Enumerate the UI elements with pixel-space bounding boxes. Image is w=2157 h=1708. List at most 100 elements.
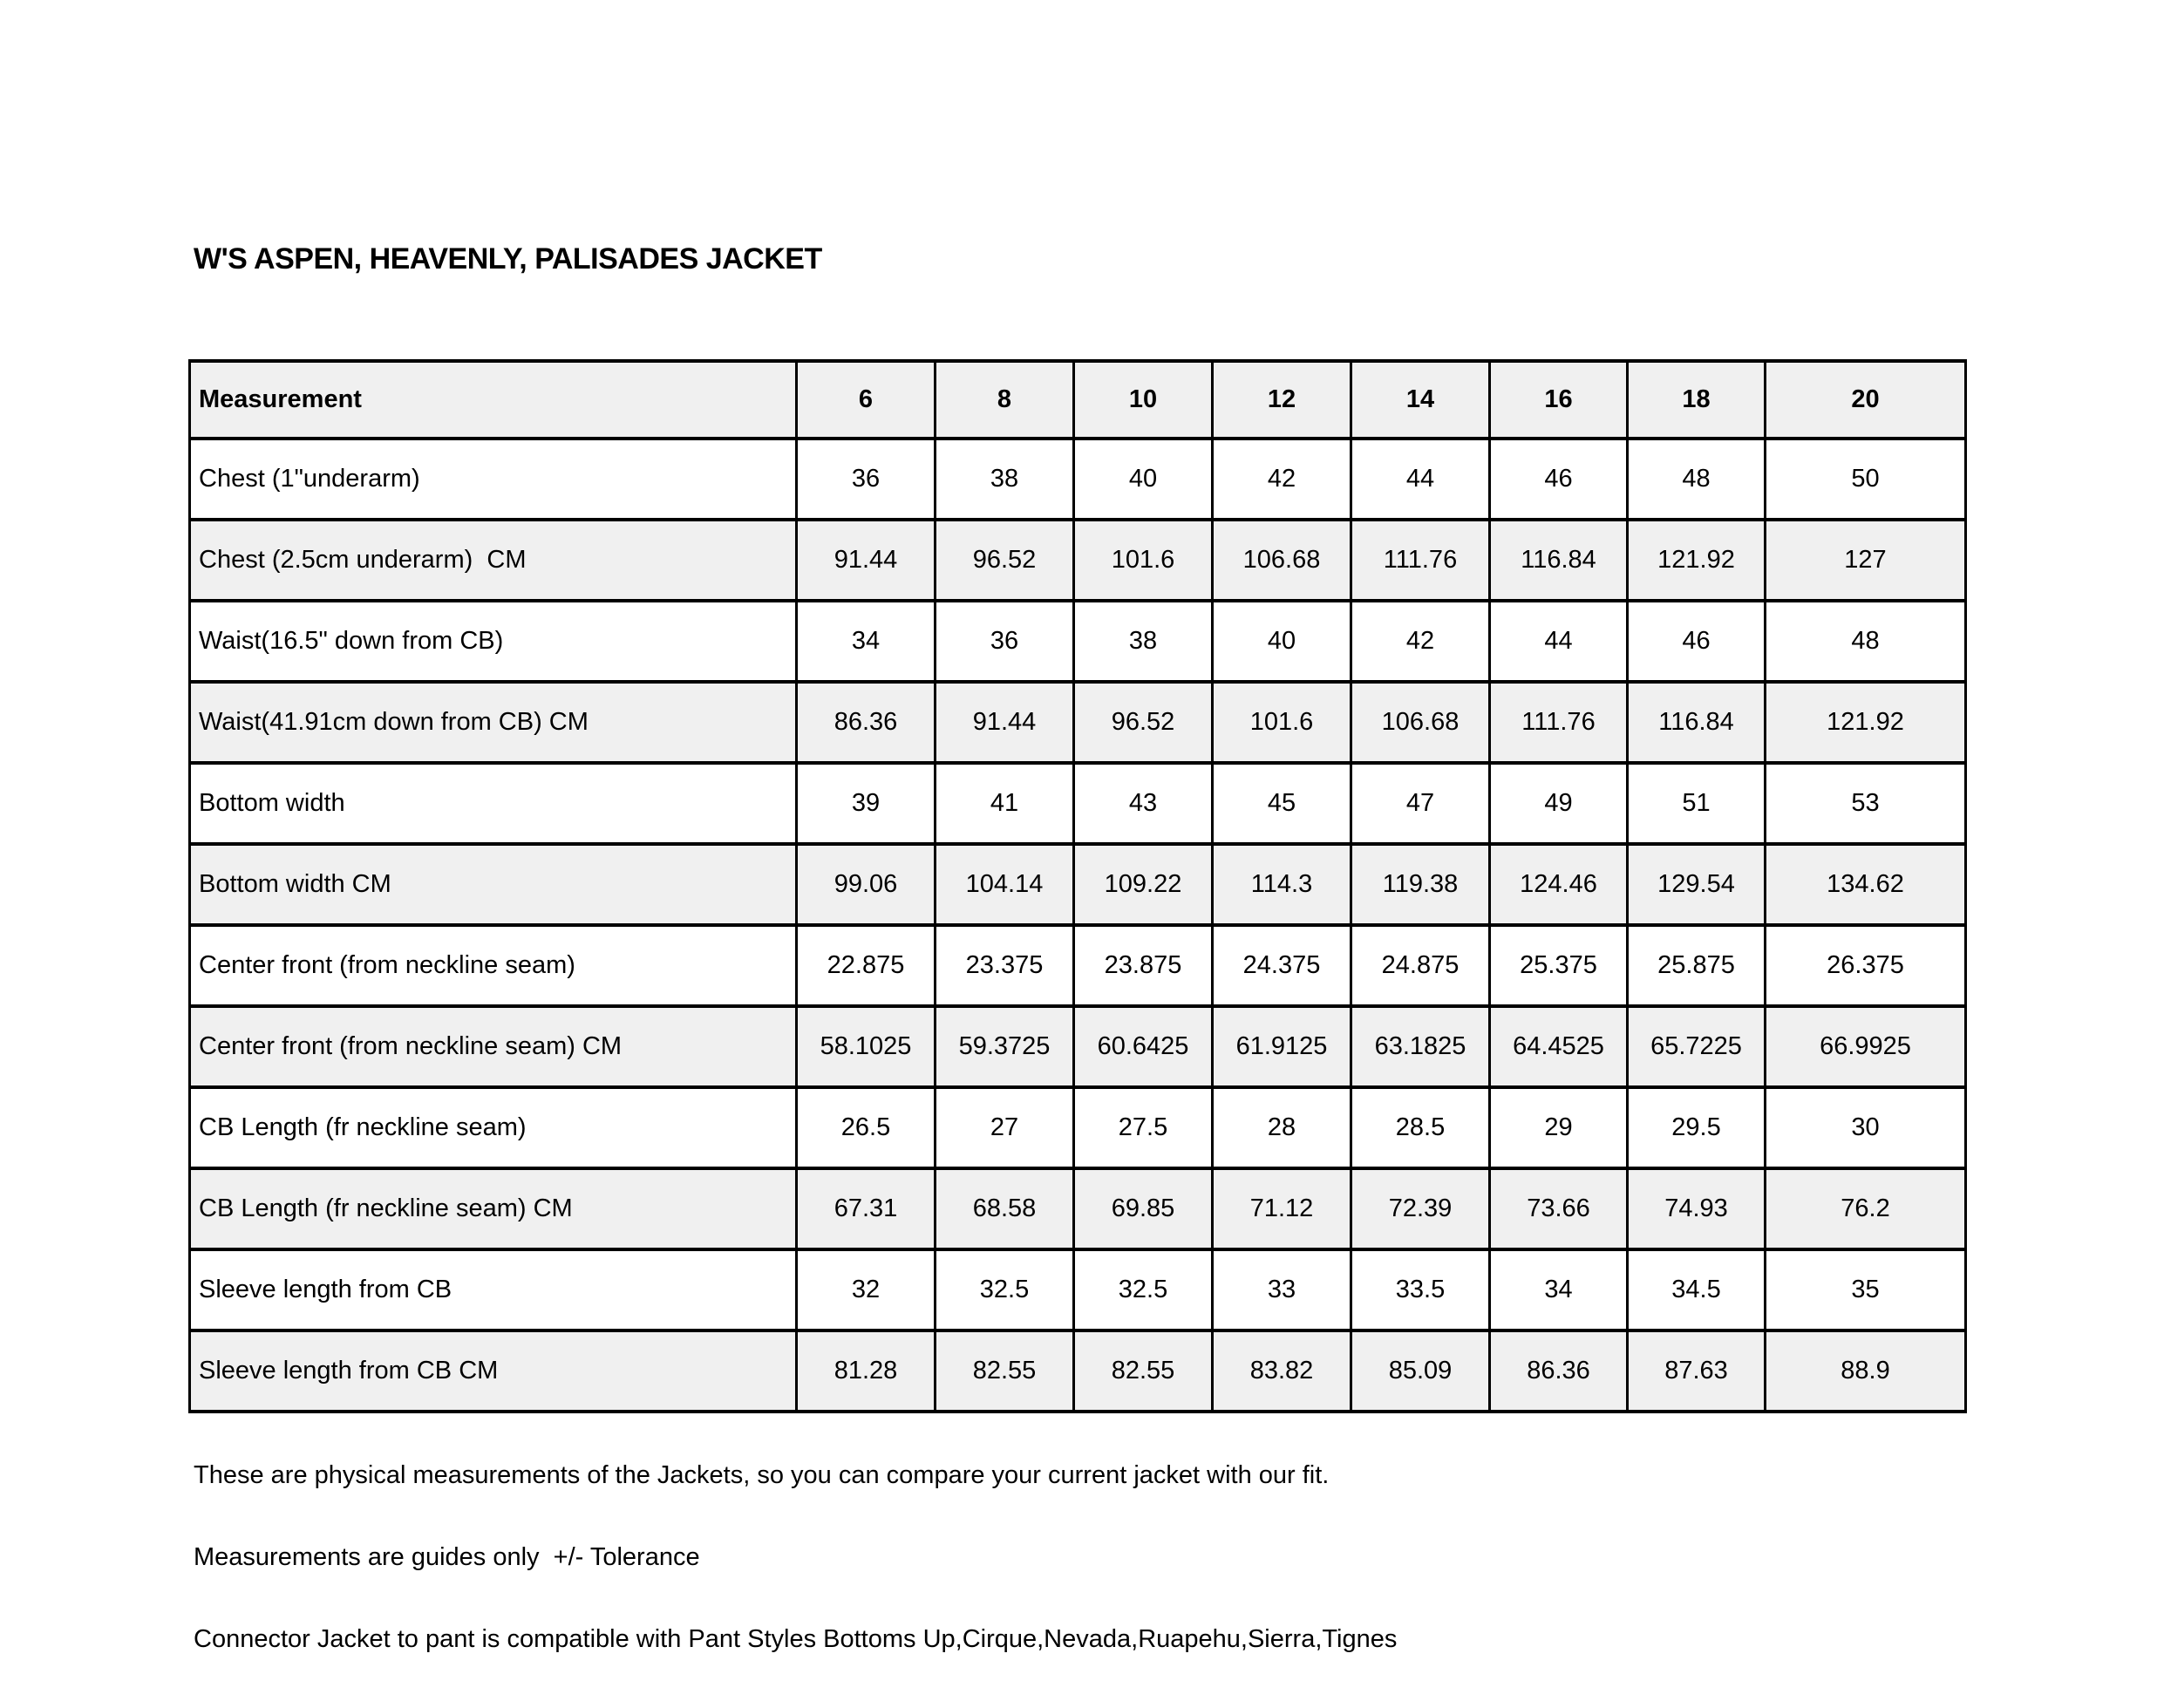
measurement-cell: 91.44	[795, 518, 936, 602]
measurement-cell: 34	[795, 599, 936, 684]
measurement-cell: 114.3	[1211, 842, 1352, 927]
measurement-cell: 63.1825	[1350, 1004, 1491, 1089]
measurement-cell: 48	[1626, 437, 1766, 521]
table-body: Chest (1"underarm) 36 38 40 42 44 46 48 50 Chest …	[188, 437, 1967, 1413]
measurement-cell: 28	[1211, 1085, 1352, 1170]
measurement-cell: 61.9125	[1211, 1004, 1352, 1089]
measurement-cell: 81.28	[795, 1329, 936, 1413]
measurement-cell: 47	[1350, 761, 1491, 846]
measurement-cell: 101.6	[1072, 518, 1214, 602]
row-label: Waist(41.91cm down from CB) CM	[188, 680, 798, 765]
page-title: W'S ASPEN, HEAVENLY, PALISADES JACKET	[194, 242, 822, 276]
measurement-cell: 86.36	[795, 680, 936, 765]
measurement-cell: 35	[1764, 1248, 1967, 1332]
measurement-cell: 42	[1350, 599, 1491, 684]
measurement-cell: 124.46	[1488, 842, 1629, 927]
measurement-cell: 73.66	[1488, 1167, 1629, 1251]
table-row: Center front (from neckline seam) CM 58.1…	[188, 1004, 1967, 1089]
measurement-cell: 45	[1211, 761, 1352, 846]
measurement-cell: 65.7225	[1626, 1004, 1766, 1089]
measurement-cell: 38	[1072, 599, 1214, 684]
measurement-cell: 25.875	[1626, 923, 1766, 1008]
measurement-cell: 40	[1211, 599, 1352, 684]
measurement-cell: 38	[934, 437, 1075, 521]
measurement-cell: 127	[1764, 518, 1967, 602]
measurement-cell: 32	[795, 1248, 936, 1332]
measurement-cell: 69.85	[1072, 1167, 1214, 1251]
measurement-cell: 64.4525	[1488, 1004, 1629, 1089]
table-row: Bottom width CM 99.06 104.14 109.22 114.3 119…	[188, 842, 1967, 927]
measurement-cell: 36	[795, 437, 936, 521]
measurement-cell: 33.5	[1350, 1248, 1491, 1332]
measurement-cell: 41	[934, 761, 1075, 846]
measurement-cell: 116.84	[1626, 680, 1766, 765]
row-label: Chest (2.5cm underarm) CM	[188, 518, 798, 602]
table-row: Bottom width 39 41 43 45 47 49 51 53	[188, 761, 1967, 846]
row-label: Center front (from neckline seam)	[188, 923, 798, 1008]
row-label: Waist(16.5" down from CB)	[188, 599, 798, 684]
table-row: Waist(16.5" down from CB) 34 36 38 40 42 44 46 4…	[188, 599, 1967, 684]
row-label: CB Length (fr neckline seam) CM	[188, 1167, 798, 1251]
measurement-cell: 58.1025	[795, 1004, 936, 1089]
measurement-cell: 34	[1488, 1248, 1629, 1332]
row-label: Center front (from neckline seam) CM	[188, 1004, 798, 1089]
measurement-cell: 59.3725	[934, 1004, 1075, 1089]
measurement-cell: 39	[795, 761, 936, 846]
table-row: Chest (1"underarm) 36 38 40 42 44 46 48 50	[188, 437, 1967, 521]
measurement-cell: 121.92	[1764, 680, 1967, 765]
measurement-cell: 121.92	[1626, 518, 1766, 602]
row-label: CB Length (fr neckline seam)	[188, 1085, 798, 1170]
measurement-cell: 111.76	[1488, 680, 1629, 765]
measurement-cell: 88.9	[1764, 1329, 1967, 1413]
measurement-cell: 129.54	[1626, 842, 1766, 927]
measurement-cell: 46	[1488, 437, 1629, 521]
measurement-cell: 32.5	[934, 1248, 1075, 1332]
measurement-cell: 66.9925	[1764, 1004, 1967, 1089]
column-header-size-14: 14	[1350, 359, 1491, 440]
measurement-cell: 87.63	[1626, 1329, 1766, 1413]
measurement-cell: 30	[1764, 1085, 1967, 1170]
measurement-cell: 53	[1764, 761, 1967, 846]
table-row: Sleeve length from CB 32 32.5 32.5 33 33.5 34 3…	[188, 1248, 1967, 1332]
table-row: CB Length (fr neckline seam) 26.5 27 27.5 28…	[188, 1085, 1967, 1170]
measurement-cell: 101.6	[1211, 680, 1352, 765]
measurement-cell: 24.375	[1211, 923, 1352, 1008]
column-header-size-12: 12	[1211, 359, 1352, 440]
measurement-cell: 86.36	[1488, 1329, 1629, 1413]
measurement-cell: 27.5	[1072, 1085, 1214, 1170]
row-label: Sleeve length from CB CM	[188, 1329, 798, 1413]
row-label: Bottom width CM	[188, 842, 798, 927]
measurement-cell: 36	[934, 599, 1075, 684]
measurement-cell: 96.52	[1072, 680, 1214, 765]
measurement-cell: 26.5	[795, 1085, 936, 1170]
column-header-size-8: 8	[934, 359, 1075, 440]
measurement-cell: 76.2	[1764, 1167, 1967, 1251]
measurement-cell: 25.375	[1488, 923, 1629, 1008]
measurement-cell: 82.55	[934, 1329, 1075, 1413]
note-tolerance: Measurements are guides only +/- Toleran…	[194, 1543, 700, 1571]
table-row: Center front (from neckline seam) 22.875 2…	[188, 923, 1967, 1008]
measurement-cell: 91.44	[934, 680, 1075, 765]
measurement-cell: 44	[1488, 599, 1629, 684]
measurement-cell: 23.375	[934, 923, 1075, 1008]
measurement-cell: 42	[1211, 437, 1352, 521]
column-header-size-20: 20	[1764, 359, 1967, 440]
table-row: CB Length (fr neckline seam) CM 67.31 68.5…	[188, 1167, 1967, 1251]
measurement-cell: 40	[1072, 437, 1214, 521]
measurement-cell: 28.5	[1350, 1085, 1491, 1170]
measurement-cell: 104.14	[934, 842, 1075, 927]
measurement-cell: 44	[1350, 437, 1491, 521]
measurement-cell: 51	[1626, 761, 1766, 846]
column-header-size-6: 6	[795, 359, 936, 440]
header-measurement: Measurement	[188, 359, 798, 440]
measurement-cell: 111.76	[1350, 518, 1491, 602]
measurement-cell: 99.06	[795, 842, 936, 927]
measurement-cell: 27	[934, 1085, 1075, 1170]
measurement-cell: 23.875	[1072, 923, 1214, 1008]
measurement-cell: 43	[1072, 761, 1214, 846]
measurement-cell: 60.6425	[1072, 1004, 1214, 1089]
table-row: Sleeve length from CB CM 81.28 82.55 82.55 8…	[188, 1329, 1967, 1413]
measurement-cell: 85.09	[1350, 1329, 1491, 1413]
column-header-size-10: 10	[1072, 359, 1214, 440]
